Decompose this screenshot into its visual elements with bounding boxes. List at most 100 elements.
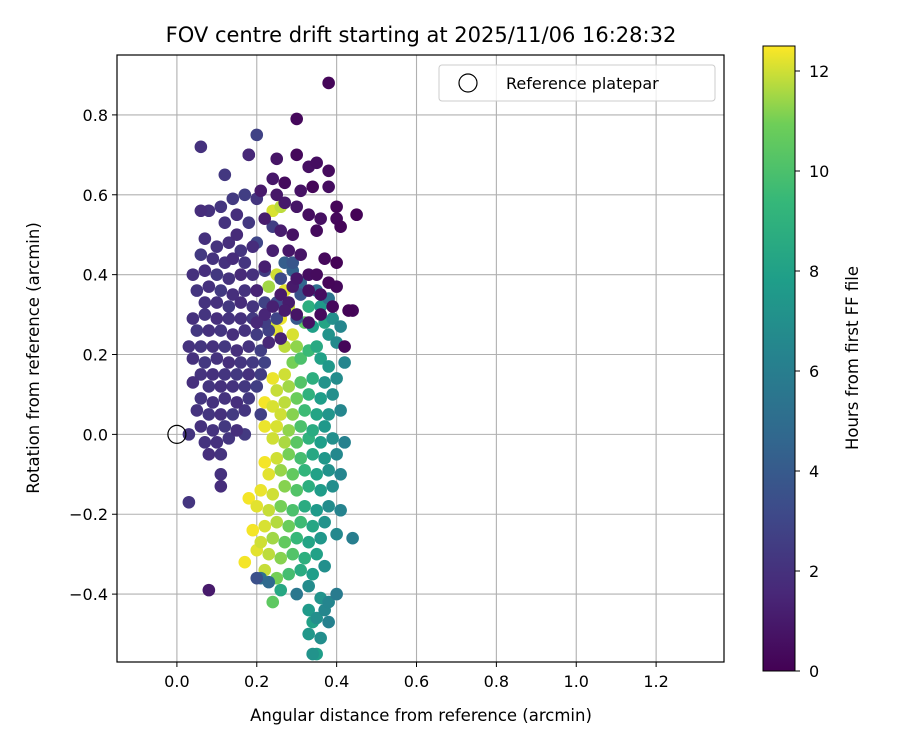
scatter-point xyxy=(290,200,304,214)
scatter-point xyxy=(286,547,300,561)
scatter-point xyxy=(190,324,204,337)
scatter-point xyxy=(306,424,319,437)
scatter-points xyxy=(182,76,363,661)
scatter-point xyxy=(274,224,288,238)
scatter-point xyxy=(282,424,296,437)
reference-marker xyxy=(167,424,187,444)
scatter-point xyxy=(322,464,335,477)
scatter-point xyxy=(210,312,224,325)
y-tick-label: 0.6 xyxy=(83,186,108,205)
scatter-point xyxy=(314,212,327,226)
x-axis-label: Angular distance from reference (arcmin) xyxy=(250,706,592,725)
scatter-point xyxy=(214,284,228,297)
scatter-point xyxy=(274,499,288,513)
scatter-point xyxy=(238,404,252,417)
chart-title: FOV centre drift starting at 2025/11/06 … xyxy=(166,23,677,47)
scatter-point xyxy=(302,479,315,493)
scatter-point xyxy=(330,448,343,461)
scatter-point xyxy=(202,583,216,597)
colorbar-tick-label: 12 xyxy=(809,62,829,81)
scatter-point xyxy=(290,308,304,321)
scatter-point xyxy=(222,356,236,369)
scatter-point xyxy=(214,380,228,393)
scatter-point xyxy=(270,452,284,465)
scatter-point xyxy=(266,400,280,413)
scatter-point xyxy=(266,487,280,501)
y-tick-label: 0.2 xyxy=(83,346,108,365)
scatter-point xyxy=(338,340,351,353)
legend-entry-label: Reference platepar xyxy=(506,74,659,93)
scatter-point xyxy=(266,244,280,257)
scatter-point xyxy=(198,356,212,369)
scatter-point xyxy=(322,276,335,289)
scatter-point xyxy=(246,523,260,537)
scatter-point xyxy=(206,424,220,437)
scatter-point xyxy=(226,408,240,421)
scatter-point xyxy=(314,483,327,497)
scatter-point xyxy=(266,531,280,545)
scatter-point xyxy=(198,308,212,321)
scatter-point xyxy=(290,148,304,162)
scatter-point xyxy=(246,268,260,281)
reference-platepar-marker xyxy=(167,424,187,444)
scatter-point xyxy=(278,535,292,549)
scatter-point xyxy=(246,356,260,369)
scatter-point xyxy=(230,208,244,222)
scatter-point xyxy=(242,148,256,162)
scatter-point xyxy=(222,236,236,249)
scatter-point xyxy=(254,184,268,198)
scatter-point xyxy=(286,468,300,481)
scatter-point xyxy=(258,260,272,273)
scatter-point xyxy=(218,392,232,405)
scatter-point xyxy=(318,376,331,389)
x-tick-label: 0.8 xyxy=(484,672,509,691)
scatter-point xyxy=(238,284,252,297)
scatter-point xyxy=(306,647,319,661)
scatter-point xyxy=(302,388,315,401)
scatter-point xyxy=(234,312,248,325)
scatter-point xyxy=(322,164,335,178)
scatter-point xyxy=(246,300,260,313)
scatter-point xyxy=(334,220,347,234)
scatter-point xyxy=(234,296,248,309)
scatter-point xyxy=(202,380,216,393)
scatter-point xyxy=(290,436,304,449)
y-tick-label: 0.0 xyxy=(83,425,108,444)
scatter-point xyxy=(326,300,339,313)
scatter-point xyxy=(326,432,339,445)
scatter-point xyxy=(214,468,228,481)
scatter-point xyxy=(230,396,244,409)
scatter-point xyxy=(198,296,212,309)
scatter-point xyxy=(242,491,256,505)
scatter-point xyxy=(194,140,208,154)
plot-frame xyxy=(116,54,725,663)
scatter-point xyxy=(310,611,323,625)
scatter-point xyxy=(222,432,236,445)
scatter-point xyxy=(242,368,256,381)
scatter-point xyxy=(330,200,343,214)
scatter-point xyxy=(326,312,339,325)
scatter-point xyxy=(306,448,319,461)
scatter-point xyxy=(270,188,284,202)
scatter-point xyxy=(270,420,284,433)
scatter-point xyxy=(290,272,304,285)
scatter-point xyxy=(306,567,319,581)
scatter-point xyxy=(198,436,212,449)
legend-box xyxy=(438,64,716,102)
scatter-point xyxy=(254,408,268,421)
scatter-point xyxy=(310,340,323,353)
scatter-point xyxy=(218,340,232,353)
scatter-point xyxy=(310,224,323,238)
scatter-point xyxy=(198,232,212,245)
scatter-point xyxy=(254,535,268,549)
scatter-point xyxy=(282,519,296,533)
colorbar-tick-label: 6 xyxy=(809,362,819,381)
scatter-point xyxy=(322,360,335,373)
scatter-point xyxy=(330,372,343,385)
scatter-point xyxy=(298,464,311,477)
scatter-point xyxy=(290,340,304,353)
scatter-point xyxy=(282,380,296,393)
scatter-point xyxy=(254,483,268,497)
scatter-point xyxy=(278,196,292,210)
scatter-point xyxy=(278,304,292,317)
